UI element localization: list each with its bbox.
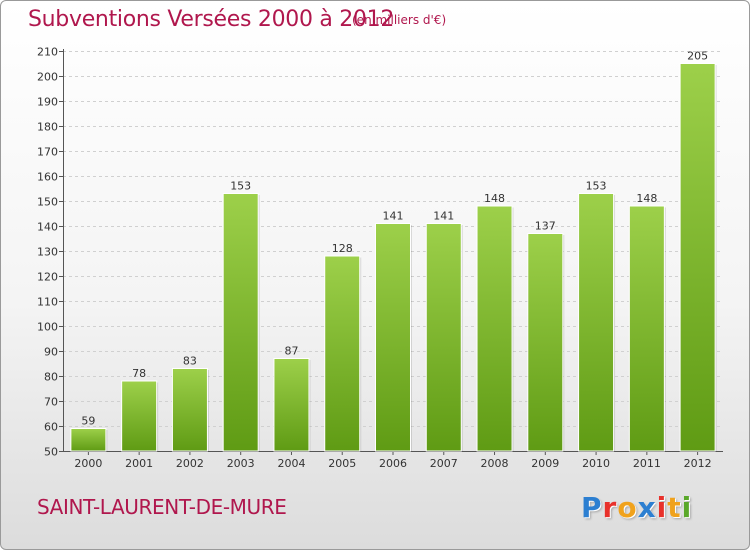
bar-2000 <box>70 428 107 452</box>
x-tick-label: 2011 <box>633 457 661 470</box>
logo-letter: o <box>617 491 638 524</box>
data-label: 137 <box>535 220 556 233</box>
y-tick-label: 200 <box>37 71 58 84</box>
y-tick-label: 160 <box>37 171 58 184</box>
y-tick-label: 50 <box>44 446 58 459</box>
data-label: 205 <box>687 50 708 63</box>
x-tick-label: 2005 <box>328 457 356 470</box>
x-tick-label: 2009 <box>531 457 559 470</box>
logo-letter: x <box>637 491 657 524</box>
bar-2011 <box>628 205 665 452</box>
logo-letter: i <box>681 491 693 524</box>
y-tick-label: 100 <box>37 321 58 334</box>
y-tick-label: 80 <box>44 371 58 384</box>
x-tick-label: 2003 <box>227 457 255 470</box>
bar-2009 <box>527 233 564 452</box>
x-tick-label: 2010 <box>582 457 610 470</box>
x-tick-label: 2001 <box>125 457 153 470</box>
bar-2006 <box>375 223 411 452</box>
labels: 50 60 70 80 90 100 110 120 130 140 150 160 170 180 190… <box>37 46 712 471</box>
bar-2012 <box>679 63 716 452</box>
town-name: SAINT-LAURENT-DE-MURE <box>37 495 287 519</box>
y-tick-label: 150 <box>37 196 58 209</box>
data-label: 83 <box>183 355 197 368</box>
y-tick-label: 70 <box>44 396 58 409</box>
y-tick-label: 180 <box>37 121 58 134</box>
data-label: 153 <box>586 180 607 193</box>
x-tick-label: 2012 <box>684 457 712 470</box>
y-tick-label: 120 <box>37 271 58 284</box>
bar-2004 <box>273 358 310 452</box>
logo-letter: i <box>656 491 668 524</box>
data-label: 141 <box>433 210 454 223</box>
bar-2007 <box>425 223 462 452</box>
data-label: 148 <box>484 192 505 205</box>
chart-subtitle: (en milliers d'€) <box>352 13 447 27</box>
y-tick-label: 60 <box>44 421 58 434</box>
bar-2005 <box>324 255 361 452</box>
data-label: 78 <box>132 367 146 380</box>
data-label: 128 <box>332 242 353 255</box>
bar-2008 <box>476 205 513 452</box>
bar-2002 <box>171 368 208 452</box>
x-tick-label: 2002 <box>176 457 204 470</box>
chart-title: Subventions Versées 2000 à 2012 <box>28 7 395 32</box>
data-label: 153 <box>230 180 251 193</box>
data-label: 141 <box>383 210 404 223</box>
bars <box>70 63 717 452</box>
logo-letter: r <box>602 491 618 524</box>
bar-2010 <box>578 193 615 452</box>
x-tick-label: 2006 <box>379 457 407 470</box>
y-tick-label: 170 <box>37 146 58 159</box>
y-tick-label: 210 <box>37 46 58 59</box>
y-tick-label: 190 <box>37 96 58 109</box>
y-tick-label: 130 <box>37 246 58 259</box>
bar-2003 <box>222 193 259 452</box>
y-tick-label: 110 <box>37 296 58 309</box>
y-tick-label: 140 <box>37 221 58 234</box>
x-tick-label: 2008 <box>481 457 509 470</box>
data-label: 87 <box>284 345 298 358</box>
x-tick-label: 2004 <box>277 457 305 470</box>
logo-letter: t <box>667 491 682 524</box>
proxiti-logo: Proxiti <box>581 491 692 524</box>
x-tick-label: 2000 <box>74 457 102 470</box>
data-label: 59 <box>81 415 95 428</box>
bar-2001 <box>121 380 158 452</box>
data-label: 148 <box>636 192 657 205</box>
x-tick-label: 2007 <box>430 457 458 470</box>
logo-letter: P <box>581 491 603 524</box>
y-tick-label: 90 <box>44 346 58 359</box>
